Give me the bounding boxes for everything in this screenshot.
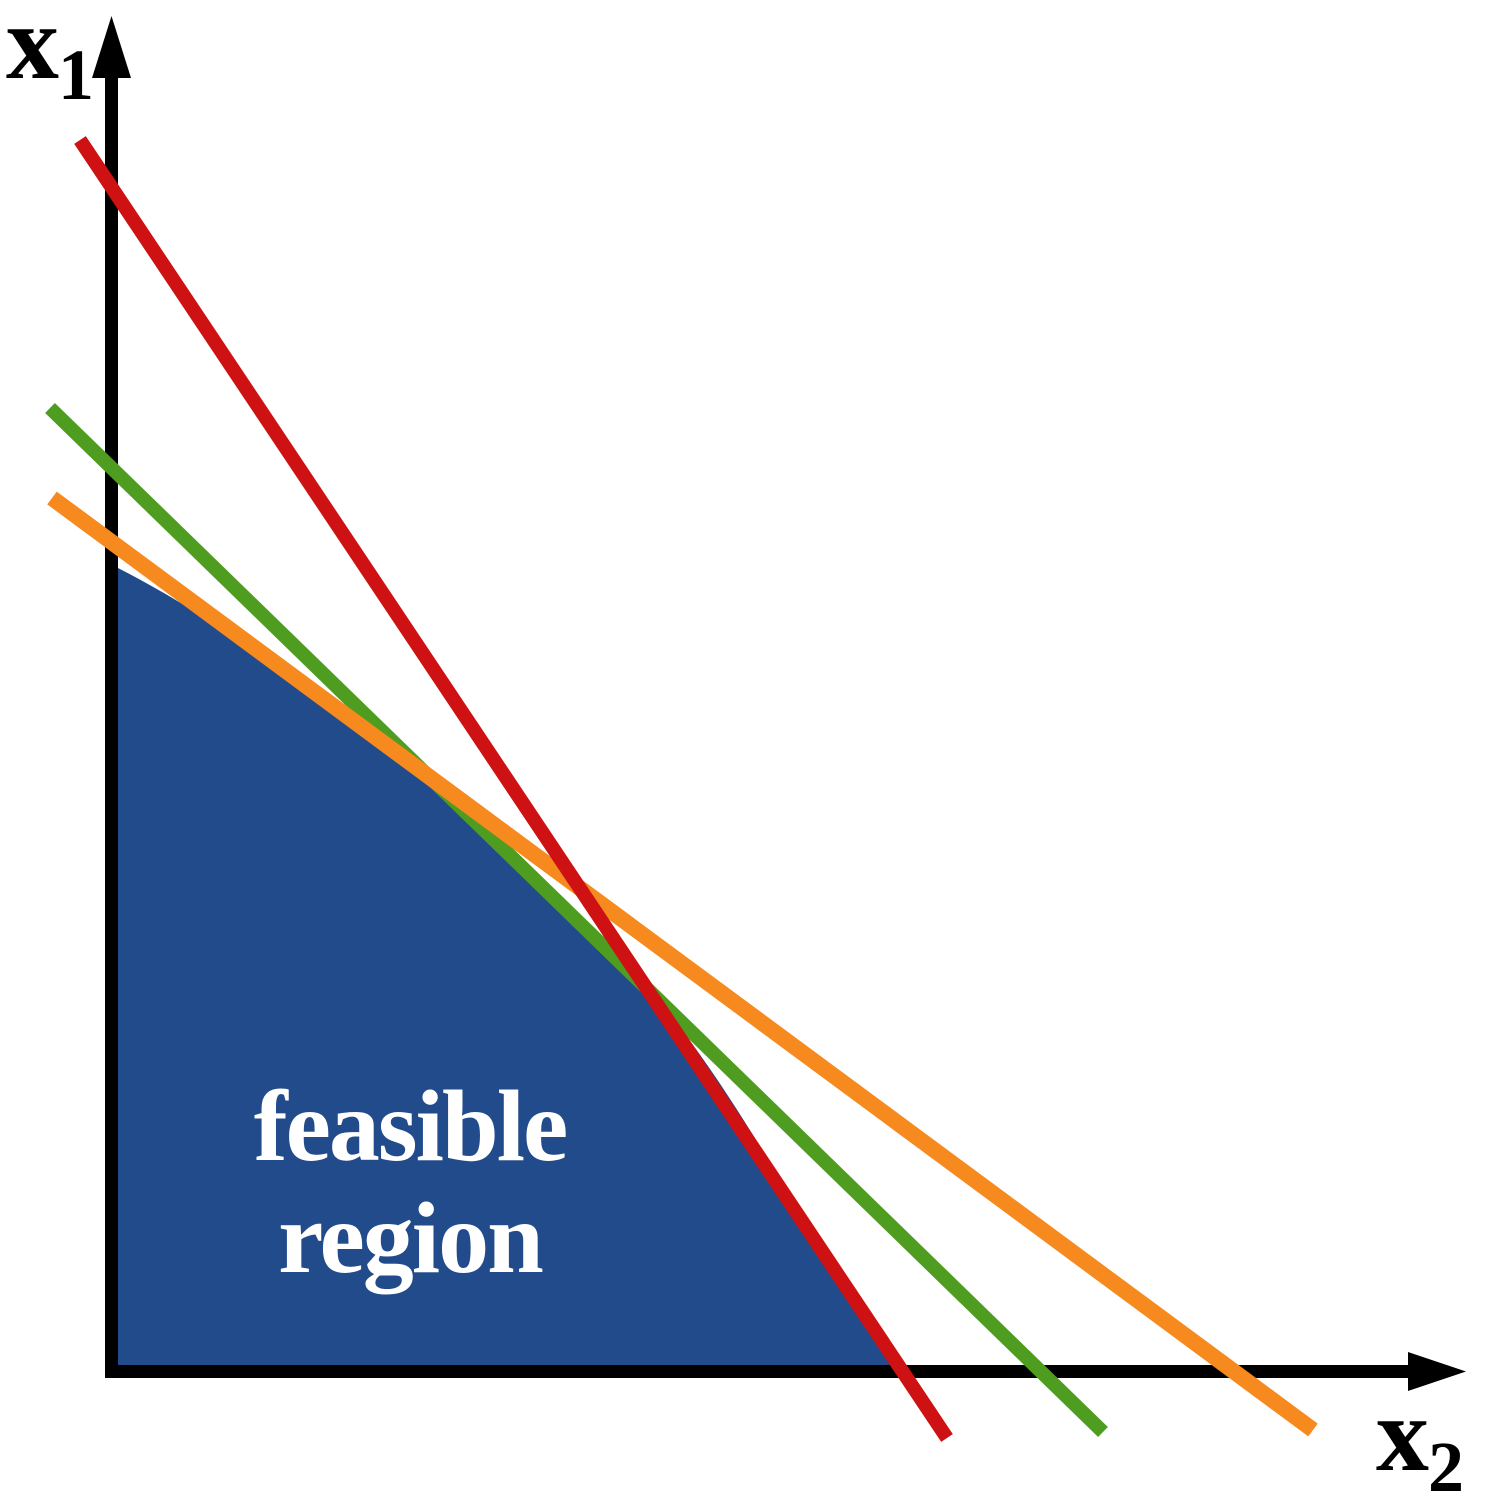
- feasible-region-label-line2: region: [278, 1182, 543, 1295]
- y-axis-label: x: [6, 0, 59, 101]
- green-tangent-line: [45, 402, 1108, 1438]
- x-axis-label: x: [1376, 1376, 1429, 1493]
- y-axis-label-subscript: 1: [58, 35, 94, 115]
- x-axis-label-subscript: 2: [1428, 1427, 1464, 1507]
- red-tangent-line: [74, 136, 953, 1442]
- feasible-region-shape: [112, 565, 900, 1371]
- feasible-region-label-line1: feasible: [254, 1070, 567, 1183]
- y-axis-arrowhead-icon: [92, 16, 131, 78]
- x-axis-arrowhead-icon: [1408, 1352, 1466, 1391]
- orange-tangent-line: [47, 491, 1318, 1437]
